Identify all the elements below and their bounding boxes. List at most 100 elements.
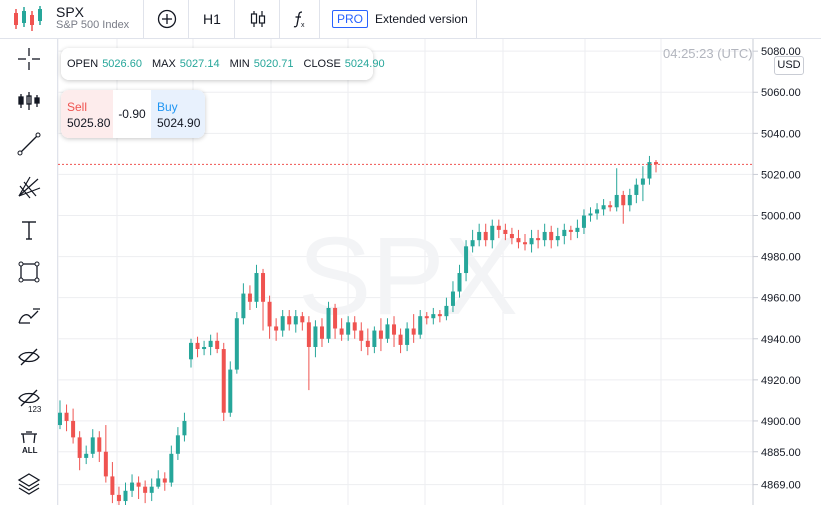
candle bbox=[195, 336, 200, 358]
candle bbox=[326, 301, 331, 343]
delete-all-icon: ALL bbox=[20, 431, 38, 455]
open-label: OPEN bbox=[67, 58, 99, 70]
price-axis-label: 5060.00 bbox=[761, 87, 801, 99]
price-axis-label: 4980.00 bbox=[761, 252, 801, 264]
candle bbox=[143, 480, 148, 504]
timeframe-button[interactable]: H1 bbox=[188, 0, 235, 38]
add-compare-button[interactable] bbox=[143, 0, 189, 38]
candle bbox=[247, 285, 252, 311]
close-label: CLOSE bbox=[303, 58, 341, 70]
candle bbox=[346, 316, 351, 341]
symbol-name[interactable]: SPX bbox=[56, 4, 85, 20]
candle bbox=[208, 334, 213, 356]
candle bbox=[215, 332, 220, 354]
candle bbox=[424, 312, 429, 325]
candle bbox=[444, 297, 449, 321]
candle bbox=[647, 155, 652, 185]
candle bbox=[71, 408, 76, 444]
candle bbox=[411, 314, 416, 343]
candle bbox=[110, 462, 115, 504]
candle bbox=[90, 429, 95, 458]
close-value: 5024.90 bbox=[344, 58, 385, 70]
utc-clock: 04:25:23 (UTC) bbox=[663, 46, 753, 61]
min-label: MIN bbox=[229, 58, 250, 70]
brush-tool[interactable] bbox=[0, 294, 57, 334]
candle bbox=[627, 188, 632, 212]
currency-button[interactable]: USD bbox=[774, 56, 804, 75]
price-axis-label: 5080.00 bbox=[761, 46, 801, 58]
candle bbox=[621, 190, 626, 224]
candle bbox=[575, 219, 580, 239]
text-tool[interactable] bbox=[0, 210, 57, 250]
trendline-tool[interactable] bbox=[0, 124, 57, 164]
function-icon: x bbox=[293, 11, 305, 29]
open-value: 5026.60 bbox=[102, 58, 142, 70]
fib-icon bbox=[17, 176, 40, 199]
candle bbox=[562, 223, 567, 245]
candle bbox=[58, 400, 62, 430]
candle bbox=[300, 312, 305, 331]
price-axis-label: 5040.00 bbox=[761, 128, 801, 140]
candle bbox=[162, 472, 167, 491]
candle bbox=[293, 310, 298, 333]
buy-button[interactable]: Buy 5024.90 bbox=[151, 90, 205, 138]
candle bbox=[116, 486, 121, 505]
indicators-button[interactable]: x bbox=[279, 0, 320, 38]
candle bbox=[352, 316, 357, 339]
candle bbox=[490, 219, 495, 249]
fib-tool[interactable] bbox=[0, 167, 57, 207]
candle bbox=[169, 445, 174, 487]
delete-all-tool[interactable]: ALL bbox=[0, 422, 57, 462]
candle bbox=[457, 264, 462, 298]
candle bbox=[228, 361, 233, 417]
candle bbox=[188, 338, 193, 368]
candle bbox=[392, 316, 397, 347]
shape-tool[interactable] bbox=[0, 252, 57, 292]
hide-drawings-icon bbox=[17, 348, 40, 366]
candle bbox=[614, 168, 619, 212]
price-axis-labels: 5080.00 5060.00 5040.00 5020.00 5000.00 4980.… bbox=[753, 46, 801, 492]
price-axis-label: 4940.00 bbox=[761, 334, 801, 346]
shape-icon bbox=[18, 261, 39, 283]
candle bbox=[319, 318, 324, 347]
svg-text:ALL: ALL bbox=[22, 446, 38, 455]
chart-type-button[interactable] bbox=[234, 0, 280, 38]
hide-indicators-tool[interactable]: 123 bbox=[0, 380, 57, 420]
candle bbox=[385, 318, 390, 343]
candle bbox=[536, 229, 541, 249]
symbol-description: S&P 500 Index bbox=[56, 19, 130, 31]
svg-text:123: 123 bbox=[28, 405, 42, 413]
price-axis-label: 4869.00 bbox=[761, 480, 801, 492]
text-icon bbox=[21, 221, 36, 240]
candle bbox=[608, 201, 613, 212]
candle bbox=[437, 310, 442, 323]
extended-version-button[interactable]: PRO Extended version bbox=[319, 0, 477, 38]
layers-tool[interactable] bbox=[0, 463, 57, 503]
candle bbox=[581, 209, 586, 234]
trendline-icon bbox=[17, 132, 40, 156]
hide-drawings-tool[interactable] bbox=[0, 337, 57, 377]
hide-indicators-icon: 123 bbox=[17, 389, 42, 413]
max-label: MAX bbox=[151, 58, 176, 70]
candle bbox=[568, 225, 573, 241]
indicators-icon bbox=[17, 92, 40, 110]
price-axis-label: 4900.00 bbox=[761, 416, 801, 428]
candle bbox=[103, 425, 108, 483]
candle bbox=[221, 342, 226, 421]
candle bbox=[313, 320, 318, 358]
candle bbox=[640, 166, 645, 202]
candle bbox=[202, 340, 207, 356]
candle bbox=[77, 431, 82, 471]
price-axis-label: 5020.00 bbox=[761, 169, 801, 181]
crosshair-tool[interactable] bbox=[0, 39, 57, 79]
candle bbox=[503, 223, 508, 241]
price-axis-label: 5000.00 bbox=[761, 211, 801, 223]
min-value: 5020.71 bbox=[253, 58, 294, 70]
sell-button[interactable]: Sell 5025.80 bbox=[61, 90, 113, 138]
candle bbox=[470, 229, 475, 253]
candle bbox=[542, 223, 547, 247]
pro-badge: PRO bbox=[332, 10, 369, 28]
candle-tool[interactable] bbox=[0, 81, 57, 121]
top-toolbar: SPX S&P 500 Index H1 x PRO Extended vers… bbox=[0, 0, 821, 39]
price-axis[interactable] bbox=[753, 39, 821, 505]
